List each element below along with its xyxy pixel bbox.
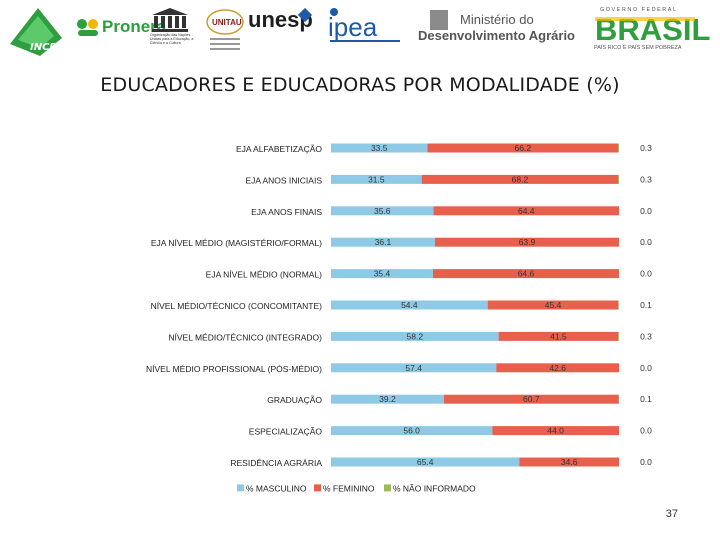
mda-logo: Ministério do Desenvolvimento Agrário	[418, 10, 575, 43]
bar-masculino	[331, 300, 488, 310]
bar-feminino	[519, 457, 619, 467]
bar-masculino	[331, 174, 422, 184]
bar-nao-informado	[618, 174, 619, 184]
mda-line2: Desenvolvimento Agrário	[418, 28, 575, 43]
legend-swatch	[384, 484, 391, 492]
logo-strip: INCRA Pronera Organização das Nações Uni…	[10, 7, 710, 56]
logo-bar: INCRA Pronera Organização das Nações Uni…	[0, 0, 720, 62]
bar-masculino	[331, 206, 434, 216]
legend-label: % FEMININO	[323, 483, 375, 493]
category-label: EJA ANOS INICIAIS	[245, 175, 322, 185]
bar-masculino	[331, 143, 428, 153]
bar-feminino	[434, 237, 619, 247]
value-label-nao-informado: 0.0	[640, 363, 652, 373]
legend-swatch	[237, 484, 244, 492]
value-label-masculino: 39.2	[379, 394, 396, 404]
value-label-masculino: 58.2	[407, 331, 424, 341]
category-label: NÍVEL MÉDIO/TÉCNICO (INTEGRADO)	[168, 332, 322, 342]
bar-feminino	[498, 331, 619, 341]
governo-brasil-logo: GOVERNO FEDERAL BRASIL PAÍS RICO É PAÍS …	[594, 7, 710, 51]
bar-masculino	[331, 363, 497, 373]
bar-nao-informado	[618, 143, 619, 153]
category-label: EJA ALFABETIZAÇÃO	[236, 144, 322, 154]
value-label-nao-informado: 0.3	[640, 331, 652, 341]
value-label-masculino: 65.4	[417, 457, 434, 467]
category-label: ESPECIALIZAÇÃO	[249, 427, 323, 437]
value-label-nao-informado: 0.0	[640, 237, 652, 247]
unitau-logo: UNITAU	[206, 9, 244, 50]
value-label-nao-informado: 0.0	[640, 269, 652, 279]
value-label-masculino: 35.4	[374, 269, 391, 279]
value-label-feminino: 60.7	[523, 394, 540, 404]
legend-label: % MASCULINO	[246, 483, 307, 493]
legend-label: % NÃO INFORMADO	[393, 483, 476, 493]
bar-feminino	[496, 363, 619, 373]
category-label: EJA NÍVEL MÉDIO (MAGISTÉRIO/FORMAL)	[151, 238, 322, 248]
value-label-feminino: 44.0	[547, 426, 564, 436]
unesp-logo: unesp	[248, 7, 313, 32]
pronera-logo: Pronera	[77, 17, 167, 36]
legend-swatch	[314, 484, 321, 492]
mda-line1: Ministério do	[460, 12, 534, 27]
category-label: NÍVEL MÉDIO PROFISSIONAL (PÓS-MÉDIO)	[146, 364, 322, 374]
bar-feminino	[427, 143, 619, 153]
value-label-feminino: 45.4	[545, 300, 562, 310]
category-label: NÍVEL MÉDIO/TÉCNICO (CONCOMITANTE)	[151, 301, 323, 311]
bar-nao-informado	[618, 331, 619, 341]
value-label-feminino: 34.6	[561, 457, 578, 467]
ipea-text: ipea	[328, 12, 378, 42]
value-label-feminino: 64.6	[518, 269, 535, 279]
value-label-masculino: 56.0	[403, 426, 420, 436]
incra-text: INCRA	[30, 42, 65, 53]
bar-feminino	[432, 269, 619, 279]
value-label-nao-informado: 0.3	[640, 143, 652, 153]
unesco-logo: Organização das Nações Unidas para a Edu…	[150, 8, 194, 45]
value-label-masculino: 36.1	[375, 237, 392, 247]
bar-masculino	[331, 237, 435, 247]
page-number: 37	[665, 508, 678, 520]
value-label-masculino: 31.5	[368, 174, 385, 184]
value-label-nao-informado: 0.1	[640, 394, 652, 404]
value-label-nao-informado: 0.3	[640, 174, 652, 184]
value-label-feminino: 41.5	[550, 331, 567, 341]
value-label-nao-informado: 0.1	[640, 300, 652, 310]
pronera-text: Pronera	[102, 17, 167, 36]
gov-line1: GOVERNO FEDERAL	[600, 7, 678, 13]
bar-feminino	[487, 300, 619, 310]
stacked-bar-chart: EJA ALFABETIZAÇÃO 33.5 66.2 0.3 EJA ANOS INI…	[146, 143, 652, 493]
category-label: GRADUAÇÃO	[267, 395, 322, 405]
category-label: RESIDÊNCIA AGRÁRIA	[230, 458, 322, 468]
value-label-feminino: 64.4	[518, 206, 535, 216]
value-label-masculino: 35.6	[374, 206, 391, 216]
value-label-nao-informado: 0.0	[640, 457, 652, 467]
value-label-masculino: 57.4	[405, 363, 422, 373]
value-label-nao-informado: 0.0	[640, 206, 652, 216]
gov-line2: PAÍS RICO É PAÍS SEM POBREZA	[594, 44, 682, 51]
ipea-logo: ipea	[328, 8, 400, 42]
value-label-feminino: 42.6	[549, 363, 566, 373]
category-label: EJA NÍVEL MÉDIO (NORMAL)	[206, 270, 323, 280]
bar-feminino	[421, 174, 619, 184]
value-label-masculino: 54.4	[401, 300, 418, 310]
category-label: EJA ANOS FINAIS	[251, 207, 322, 217]
value-label-masculino: 33.5	[371, 143, 388, 153]
value-label-feminino: 63.9	[519, 237, 536, 247]
bar-feminino	[433, 206, 619, 216]
value-label-nao-informado: 0.0	[640, 426, 652, 436]
bar-feminino	[492, 426, 619, 436]
bar-masculino	[331, 426, 493, 436]
page-title: EDUCADORES E EDUCADORAS POR MODALIDADE (…	[100, 74, 620, 96]
unesco-text: Organização das Nações Unidas para a Edu…	[150, 33, 194, 45]
bar-feminino	[443, 394, 619, 404]
bar-masculino	[331, 457, 520, 467]
unitau-text: UNITAU	[212, 18, 242, 27]
bar-masculino	[331, 331, 499, 341]
value-label-feminino: 68.2	[512, 174, 529, 184]
bar-masculino	[331, 394, 444, 404]
bar-masculino	[331, 269, 433, 279]
incra-logo: INCRA	[10, 8, 65, 56]
value-label-feminino: 66.2	[515, 143, 532, 153]
